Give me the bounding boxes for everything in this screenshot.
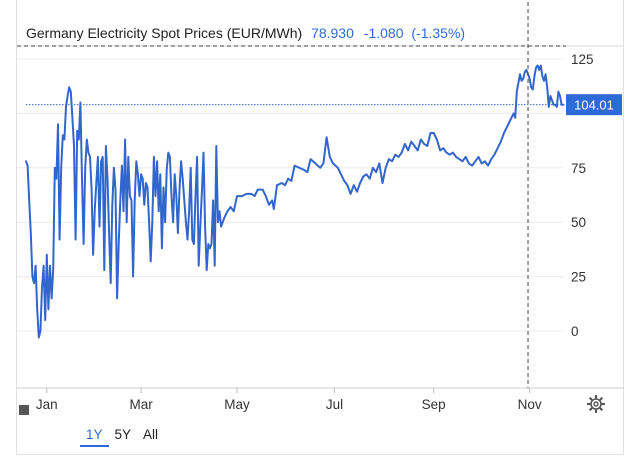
chart-frame [16,0,624,455]
gear-icon[interactable] [586,394,606,414]
axis-layer: 0 25 50 75 125 Jan Mar May Jul Sep Nov [36,52,594,412]
series-layer [25,64,565,339]
y-tick-label: 125 [571,52,594,67]
range-button-1y[interactable]: 1Y [80,427,109,447]
x-tick-label: Sep [422,397,446,412]
current-price-tag: 104.01 [566,94,622,116]
header-line: Germany Electricity Spot Prices (EUR/MWh… [26,25,465,41]
x-tick-label: May [224,397,250,412]
x-tick-label: Jul [326,397,343,412]
navigator-handle[interactable] [19,405,29,415]
chart-title: Germany Electricity Spot Prices (EUR/MWh… [26,25,302,41]
x-tick-label: Mar [129,397,153,412]
range-button-all[interactable]: All [143,427,159,442]
overlay-layer [17,2,566,388]
price-tag-label: 104.01 [574,98,614,113]
price-series-line [25,64,565,339]
change-percent: (-1.35%) [411,25,465,41]
range-button-5y[interactable]: 5Y [114,427,132,442]
last-value: 78.930 [311,25,354,41]
change-value: -1.080 [364,25,404,41]
y-tick-label: 0 [571,324,579,339]
price-tag-background [566,94,622,116]
y-tick-label: 25 [571,270,586,285]
x-tick-label: Jan [36,397,58,412]
x-tick-label: Nov [518,397,542,412]
y-tick-label: 50 [571,215,586,230]
y-tick-label: 75 [571,161,586,176]
range-tabs: 1Y 5Y All [80,427,164,447]
